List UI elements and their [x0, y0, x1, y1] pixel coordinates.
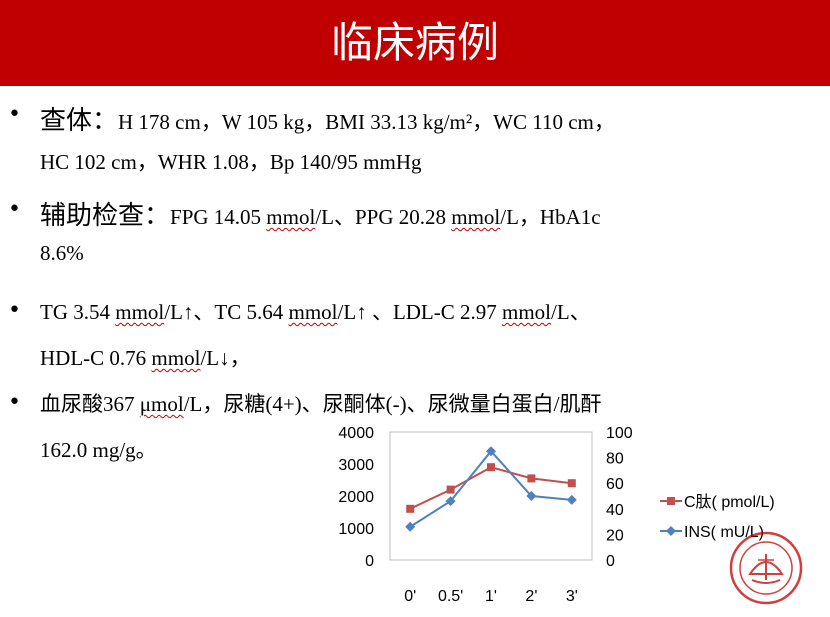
bullet-text-line: 查体：H 178 cm，W 105 kg，BMI 33.13 kg/m²，WC …: [40, 100, 615, 137]
text-run: /L↑ 、LDL-C 2.97: [337, 300, 503, 324]
text-run: 血尿酸367: [40, 392, 140, 416]
text-run: 162.0 mg/g。: [40, 438, 157, 462]
text-run: HC 102 cm，WHR 1.08，Bp 140/95 mmHg: [40, 150, 422, 174]
right-axis-tick-label: 60: [606, 476, 624, 493]
text-run: /L↓，: [200, 346, 251, 370]
left-axis-tick-label: 4000: [338, 425, 374, 442]
bullet-marker: •: [8, 390, 21, 415]
c-peptide-data-point: [567, 479, 576, 488]
x-axis-tick-label: 0.5': [438, 588, 463, 605]
underlined-unit: mmol: [502, 300, 552, 324]
insulin-data-point: [405, 521, 416, 532]
bullet-text-line: HC 102 cm，WHR 1.08，Bp 140/95 mmHg: [40, 146, 422, 176]
bullet-text-line: 8.6%: [40, 241, 84, 266]
legend-marker: [666, 526, 676, 536]
insulin-data-point: [566, 494, 577, 505]
c-peptide-data-point: [527, 474, 536, 483]
legend-marker: [667, 497, 675, 505]
text-run: /L、PPG 20.28: [315, 205, 452, 229]
right-axis-tick-label: 80: [606, 451, 624, 468]
text-run: /L↑、TC 5.64: [164, 300, 289, 324]
right-axis-tick-label: 20: [606, 527, 624, 544]
plot-area: [389, 431, 593, 561]
bullet-text-line: HDL-C 0.76 mmol/L↓，: [40, 342, 251, 372]
insulin-data-point: [526, 491, 537, 501]
slide-title: 临床病例: [330, 18, 499, 67]
left-axis-tick-label: 3000: [338, 457, 374, 474]
series-line-c-peptide: [409, 466, 572, 510]
series-line-insulin: [409, 449, 572, 528]
text-run: FPG 14.05: [170, 205, 267, 229]
text-run: /L，HbA1c: [500, 205, 601, 229]
c-peptide-data-point: [446, 485, 455, 494]
title-bar: [0, 0, 830, 86]
underlined-unit: μmol: [139, 392, 184, 416]
left-axis-tick-label: 1000: [338, 521, 374, 538]
x-axis-tick-label: 2': [525, 588, 537, 605]
underlined-unit: mmol: [451, 205, 501, 229]
c-peptide-data-point: [487, 463, 495, 472]
bullet-text-line: TG 3.54 mmol/L↑、TC 5.64 mmol/L↑ 、LDL-C 2…: [40, 296, 591, 326]
x-axis-tick-label: 0': [404, 588, 416, 605]
bullet-text-line: 血尿酸367 μmol/L，尿糖(4+)、尿酮体(-)、尿微量白蛋白/肌酐: [40, 388, 602, 418]
bullet-heading: 辅助检查：: [40, 201, 171, 231]
bullet-marker: •: [8, 197, 21, 222]
insulin-data-point: [445, 496, 456, 507]
c-peptide-data-point: [406, 504, 415, 513]
x-axis-tick-label: 3': [566, 588, 578, 605]
x-axis-tick-label: 1': [485, 588, 497, 605]
text-run: TG 3.54: [40, 300, 116, 324]
text-run: /L、: [551, 300, 591, 324]
right-axis-tick-label: 40: [606, 502, 624, 519]
underlined-unit: mmol: [288, 300, 338, 324]
text-run: /L，尿糖(4+)、尿酮体(-)、尿微量白蛋白/肌酐: [183, 392, 602, 416]
underlined-unit: mmol: [266, 205, 316, 229]
bullet-heading: 查体：: [40, 106, 119, 136]
legend-label: C肽( pmol/L): [684, 493, 775, 511]
left-axis-tick-label: 2000: [338, 489, 374, 506]
text-run: 8.6%: [40, 241, 84, 265]
left-axis-tick-label: 0: [365, 553, 374, 570]
bullet-text-line: 辅助检查：FPG 14.05 mmol/L、PPG 20.28 mmol/L，H…: [40, 195, 601, 232]
text-run: H 178 cm，W 105 kg，BMI 33.13 kg/m²，WC 110…: [118, 110, 615, 134]
university-seal-icon: [729, 531, 803, 605]
underlined-unit: mmol: [115, 300, 165, 324]
bullet-marker: •: [8, 298, 21, 323]
underlined-unit: mmol: [151, 346, 201, 370]
text-run: HDL-C 0.76: [40, 346, 152, 370]
right-axis-tick-label: 100: [606, 425, 633, 442]
bullet-text-line: 162.0 mg/g。: [40, 434, 157, 464]
insulin-data-point: [486, 446, 496, 457]
right-axis-tick-label: 0: [606, 553, 615, 570]
bullet-marker: •: [8, 102, 21, 127]
